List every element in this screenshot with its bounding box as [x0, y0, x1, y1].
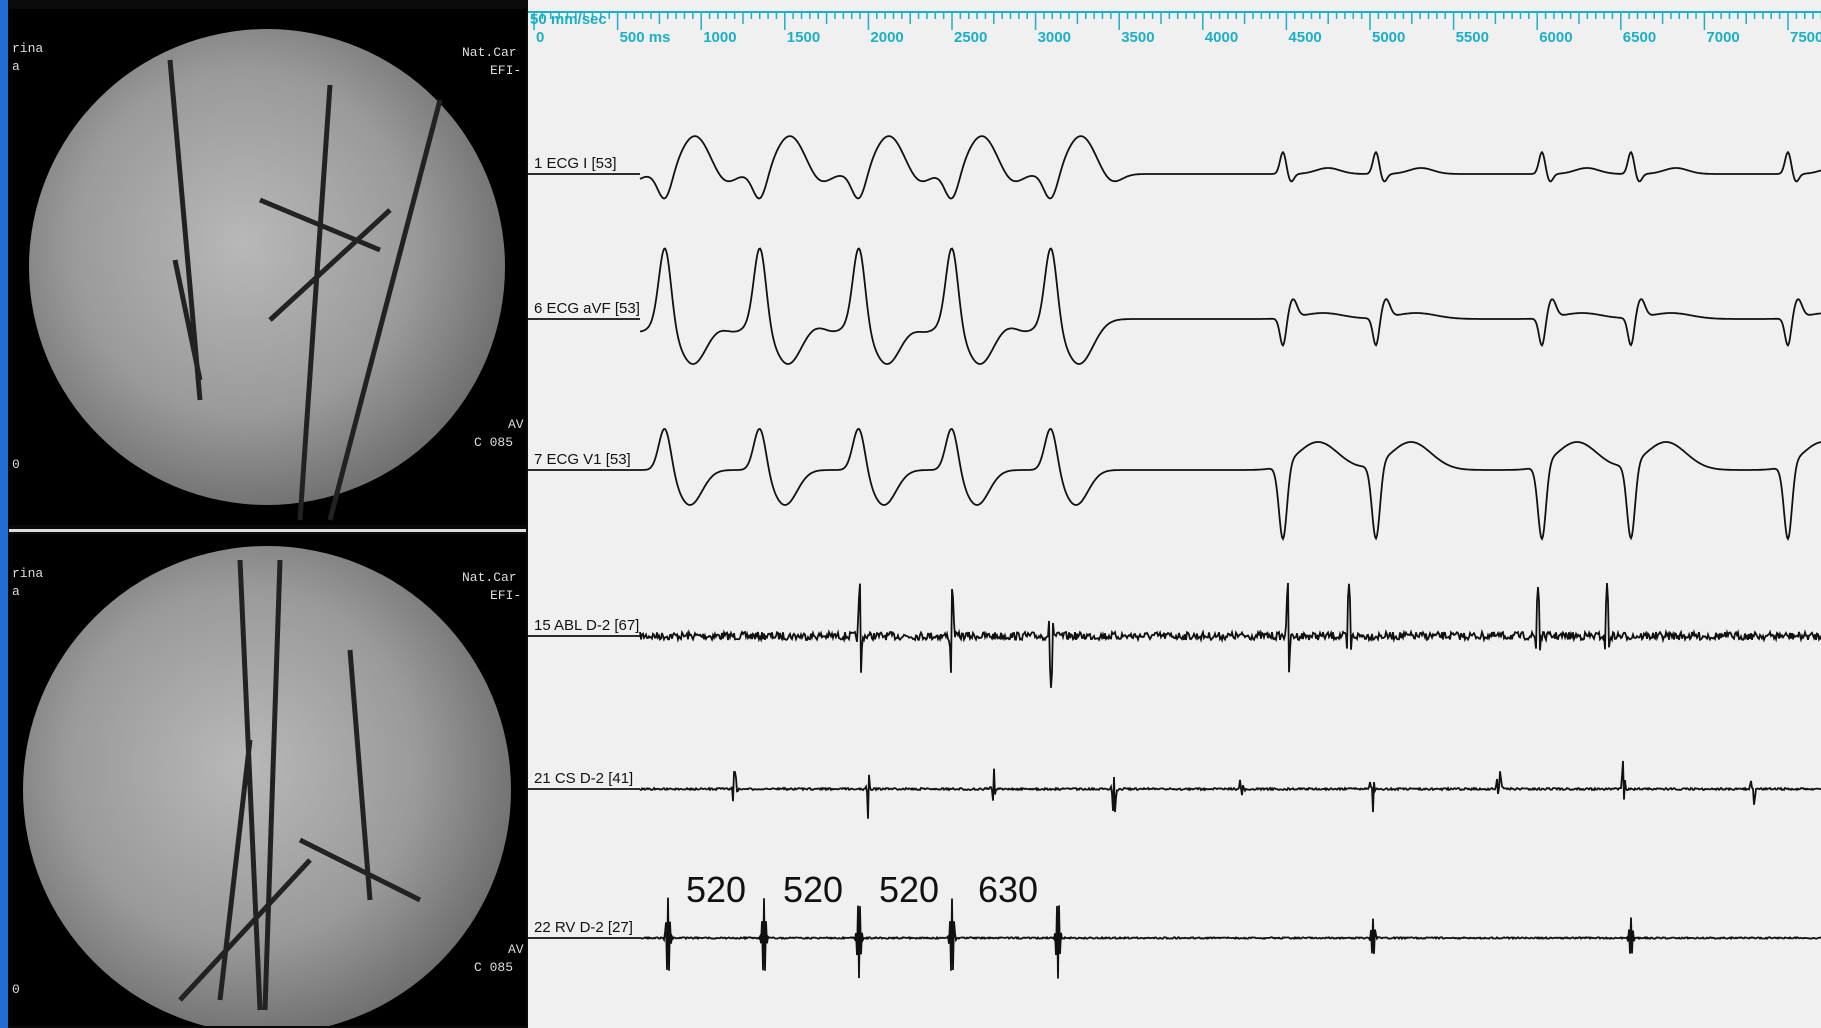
ruler-label: 1000 — [703, 29, 736, 46]
ruler-label: 5000 — [1372, 29, 1405, 46]
channel-label: 6 ECG aVF [53] — [534, 300, 640, 317]
channel-label: 22 RV D-2 [27] — [534, 919, 633, 936]
overlay-text: rina — [12, 41, 43, 56]
overlay-text: rina — [12, 566, 43, 581]
ruler-label: 4000 — [1205, 29, 1238, 46]
interval-label: 630 — [978, 869, 1038, 910]
overlay-text: 0 — [12, 457, 20, 472]
ruler-label: 3000 — [1038, 29, 1071, 46]
overlay-text: C 085 — [474, 435, 513, 450]
overlay-text: C 085 — [474, 960, 513, 975]
ruler-label: 1500 — [787, 29, 820, 46]
ruler-label: 7500 — [1790, 29, 1821, 46]
overlay-text: Nat.Car — [462, 45, 517, 60]
ruler-label: 0 — [536, 29, 544, 46]
interval-label: 520 — [686, 869, 746, 910]
channel-label: 7 ECG V1 [53] — [534, 451, 631, 468]
ruler-label: 6500 — [1623, 29, 1656, 46]
overlay-text: AV — [508, 417, 524, 432]
overlay-text: 0 — [12, 982, 20, 997]
interval-label: 520 — [879, 869, 939, 910]
fluoro-field — [29, 29, 505, 505]
ruler-label: 7000 — [1706, 29, 1739, 46]
ruler-label: 4500 — [1288, 29, 1321, 46]
page: rina a Nat.Car EFI- AV C 085 0 rina a Nat.Car EFI-… — [0, 0, 1821, 1028]
overlay-text: a — [12, 584, 20, 599]
channel-label: 15 ABL D-2 [67] — [534, 617, 639, 634]
frame-edge — [0, 0, 8, 1028]
interval-label: 520 — [783, 869, 843, 910]
overlay-text: EFI- — [490, 63, 521, 78]
ruler-label: 500 ms — [620, 29, 671, 46]
speed: 50 mm/sec — [530, 11, 607, 28]
ruler-label: 5500 — [1456, 29, 1489, 46]
channel-label: 1 ECG I [53] — [534, 155, 617, 172]
overlay-text: AV — [508, 942, 524, 957]
ruler-label: 2500 — [954, 29, 987, 46]
ruler-label: 2000 — [870, 29, 903, 46]
channel-label: 21 CS D-2 [41] — [534, 770, 633, 787]
overlay-text: a — [12, 59, 20, 74]
overlay-text: EFI- — [490, 588, 521, 603]
ruler-label: 3500 — [1121, 29, 1154, 46]
ruler-label: 6000 — [1539, 29, 1572, 46]
screen: rina a Nat.Car EFI- AV C 085 0 rina a Nat.Car EFI-… — [0, 0, 1821, 1028]
overlay-text: Nat.Car — [462, 570, 517, 585]
divider — [9, 529, 526, 532]
